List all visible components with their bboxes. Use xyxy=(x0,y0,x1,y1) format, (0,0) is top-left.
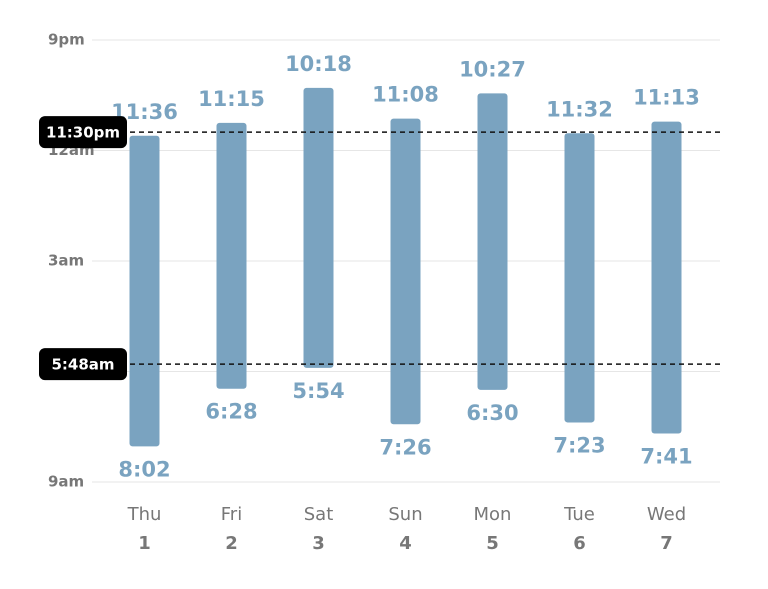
x-tick-sublabel: 5 xyxy=(486,533,499,554)
bar xyxy=(216,122,247,389)
y-tick-label: 9am xyxy=(48,473,84,491)
value-label: 7:26 xyxy=(379,435,431,459)
bar xyxy=(129,135,160,447)
x-tick-label: Wed xyxy=(647,504,686,525)
bar xyxy=(390,118,421,425)
value-label: 5:54 xyxy=(292,379,344,403)
value-label: 7:41 xyxy=(640,444,692,468)
x-tick-label: Sun xyxy=(388,504,422,525)
bar xyxy=(477,93,508,390)
x-tick-sublabel: 3 xyxy=(312,533,325,554)
reference-label-box xyxy=(39,116,127,149)
bar xyxy=(303,87,334,368)
value-label: 8:02 xyxy=(118,457,170,481)
value-label: 11:08 xyxy=(372,83,439,107)
value-label: 10:27 xyxy=(459,57,526,81)
value-label: 6:30 xyxy=(466,401,518,425)
reference-label: 11:30pm xyxy=(46,124,120,142)
x-tick-sublabel: 1 xyxy=(138,533,151,554)
value-label: 6:28 xyxy=(205,400,257,424)
y-tick-label: 3am xyxy=(48,252,84,270)
value-label: 7:23 xyxy=(553,433,605,457)
x-tick-label: Mon xyxy=(474,504,512,525)
value-label: 11:32 xyxy=(546,97,613,121)
x-tick-sublabel: 4 xyxy=(399,533,412,554)
x-tick-sublabel: 7 xyxy=(660,533,673,554)
x-tick-label: Fri xyxy=(221,504,242,525)
bar xyxy=(564,133,595,423)
bar xyxy=(651,121,682,434)
x-tick-label: Thu xyxy=(127,504,162,525)
x-tick-sublabel: 6 xyxy=(573,533,586,554)
value-label: 10:18 xyxy=(285,52,352,76)
y-tick-label: 9pm xyxy=(48,31,85,49)
reference-label: 5:48am xyxy=(51,356,114,374)
x-tick-sublabel: 2 xyxy=(225,533,238,554)
x-tick-label: Tue xyxy=(563,504,595,525)
value-label: 11:15 xyxy=(198,87,265,111)
reference-label-box xyxy=(39,348,127,381)
value-label: 11:13 xyxy=(633,86,700,110)
x-tick-label: Sat xyxy=(304,504,334,525)
